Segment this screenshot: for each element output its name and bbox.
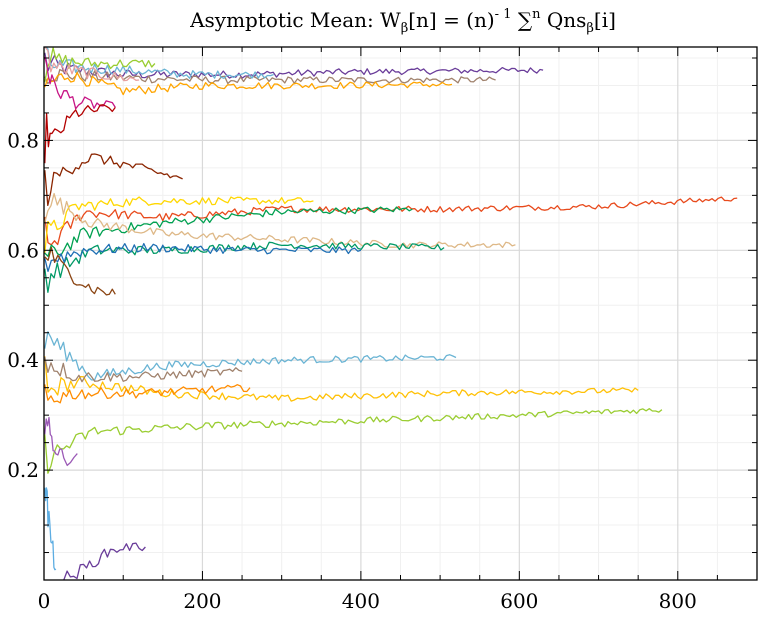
series-group (44, 46, 738, 581)
x-tick-label: 800 (659, 589, 697, 613)
title-mid2: Qns (540, 8, 586, 32)
y-tick-label: 0.2 (7, 458, 39, 482)
series-line-5 (44, 46, 140, 82)
y-tick-label: 0.6 (7, 238, 39, 262)
title-sup1: - 1 (495, 7, 512, 22)
series-line-18 (44, 408, 663, 474)
series-line-23 (44, 487, 57, 571)
series-line-14 (44, 153, 183, 207)
x-tick-label: 0 (38, 589, 51, 613)
series-line-13 (44, 242, 362, 273)
axes: 0 200 400 600 800 0.2 0.4 0.6 0.8 (7, 46, 758, 613)
x-tick-label: 600 (500, 589, 538, 613)
series-line-8 (44, 196, 738, 246)
title-sub1: β (401, 21, 409, 36)
series-line-16 (44, 331, 457, 381)
x-tick-label: 200 (183, 589, 221, 613)
chart-title: Asymptotic Mean: Wβ[n] = (n)- 1 ∑n Qnsβ[… (189, 7, 616, 36)
series-line-22 (63, 542, 146, 581)
series-line-4 (44, 47, 156, 83)
title-mid1: [n] = (n) (408, 8, 494, 32)
series-line-15 (44, 246, 116, 296)
title-suffix: [i] (594, 8, 616, 32)
x-tick-label: 400 (342, 589, 380, 613)
series-line-1 (44, 68, 496, 85)
series-line-17 (44, 356, 639, 402)
series-line-10 (44, 206, 413, 257)
title-prefix: Asymptotic Mean: W (189, 8, 401, 32)
title-sub2: β (586, 21, 594, 36)
series-line-20 (44, 384, 251, 404)
series-line-3 (44, 46, 274, 79)
series-line-6 (44, 56, 116, 110)
series-line-9 (44, 196, 314, 253)
y-tick-label: 0.4 (7, 348, 39, 372)
series-line-2 (44, 71, 453, 96)
series-line-7 (44, 104, 116, 164)
series-line-11 (44, 192, 516, 249)
title-sum: ∑ (511, 8, 532, 32)
series-line-21 (44, 416, 78, 467)
series-line-19 (44, 356, 243, 383)
grid (43, 47, 758, 580)
title-sup2: n (532, 7, 541, 22)
y-tick-label: 0.8 (7, 128, 39, 152)
